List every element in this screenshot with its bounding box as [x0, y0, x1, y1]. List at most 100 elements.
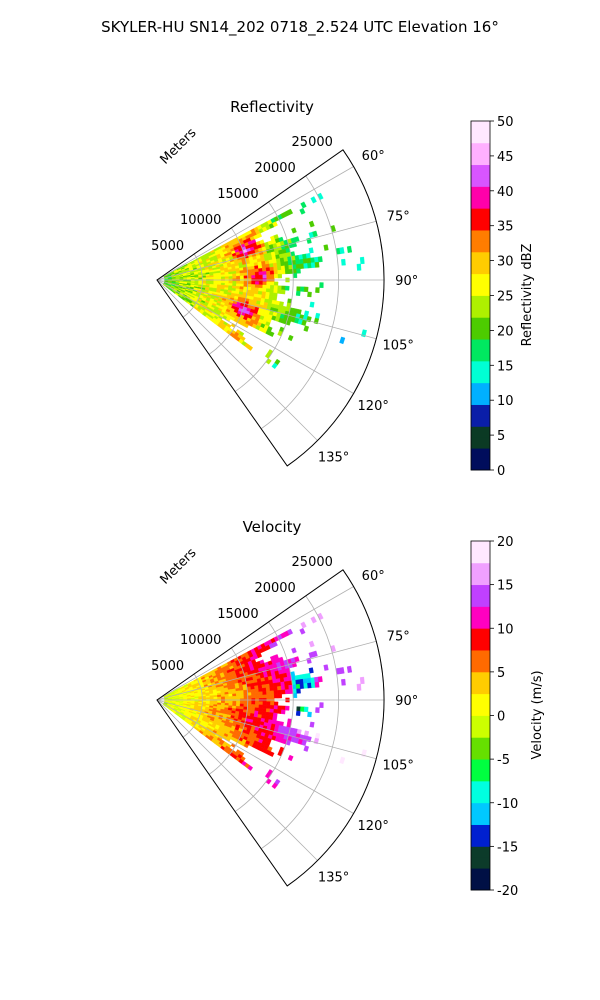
radial-gridline [208, 647, 249, 775]
colorbar-cell [471, 748, 490, 760]
reflectivity-field-cell [243, 323, 249, 329]
reflectivity-field-cell [266, 274, 271, 279]
sector-frame [156, 149, 385, 467]
reflectivity-field-cell [310, 262, 316, 269]
reflectivity-title: Reflectivity [230, 98, 314, 116]
velocity-field-cell [276, 682, 282, 687]
colorbar-cell [471, 164, 490, 176]
radial-tick-label: 5000 [151, 239, 184, 254]
radial-gridline [286, 569, 385, 887]
colorbar-cell [471, 780, 490, 793]
velocity-angular-ticks: 60° 75° 90° 105° 120° 135° [318, 569, 418, 886]
velocity-field-cell [228, 700, 233, 704]
colorbar-cell [471, 660, 490, 673]
velocity-colorbar-label: Velocity (m/s) [530, 670, 545, 759]
velocity-field-cell [250, 688, 256, 693]
reflectivity-field-cell [284, 269, 290, 275]
reflectivity-field-cell [288, 268, 294, 274]
radial-tick-label: 10000 [180, 213, 221, 228]
angular-tick-label: 105° [383, 339, 414, 354]
velocity-field-cell [295, 710, 301, 717]
velocity-field-cell [280, 685, 286, 691]
velocity-field-cell [287, 628, 294, 636]
reflectivity-field-cell [269, 285, 275, 290]
velocity-field-cell [339, 667, 345, 675]
reflectivity-field-cell [280, 261, 286, 267]
colorbar-cell [471, 737, 490, 749]
velocity-radial-axis-label: Meters [158, 545, 200, 587]
angular-gridline [156, 699, 354, 814]
velocity-field-cell [287, 754, 294, 762]
angular-gridline [156, 279, 377, 340]
velocity-field-cell [307, 682, 312, 689]
reflectivity-field-cell [317, 256, 323, 263]
reflectivity-field-cell [213, 276, 218, 280]
reflectivity-field-cell [312, 230, 318, 238]
reflectivity-field-cell [265, 267, 271, 272]
colorbar-cell [471, 584, 490, 596]
velocity-field-cell [314, 732, 321, 740]
velocity-title: Velocity [243, 518, 302, 536]
reflectivity-field-cell [269, 266, 275, 272]
velocity-field-cell [268, 751, 275, 757]
velocity-field-cell [339, 756, 346, 765]
reflectivity-field-cell [258, 274, 264, 279]
radial-gridline [260, 175, 339, 430]
velocity-field-cell [346, 665, 353, 673]
radial-gridline [234, 621, 294, 812]
reflectivity-field-cell [277, 265, 282, 271]
radial-tick-label: 20000 [254, 581, 295, 596]
velocity-field-cell [273, 690, 279, 695]
radial-tick-label: 20000 [254, 161, 295, 176]
velocity-field-cell [243, 743, 249, 749]
radial-tick-label: 15000 [217, 187, 258, 202]
colorbar-cell [471, 339, 490, 351]
reflectivity-field-cell [339, 336, 346, 345]
reflectivity-field-cell [239, 281, 245, 285]
reflectivity-field-cell [300, 286, 305, 292]
velocity-field-cell [239, 692, 245, 697]
velocity-field-cell [272, 641, 278, 648]
colorbar-tick-label: 45 [497, 150, 514, 165]
reflectivity-field-cell [220, 274, 226, 278]
radial-gridline [234, 201, 294, 392]
reflectivity-field-cell [228, 273, 233, 277]
reflectivity-field-cell [315, 287, 320, 294]
velocity-field-cell [315, 707, 320, 714]
reflectivity-field-cell [272, 221, 278, 228]
reflectivity-field-cell [243, 269, 248, 274]
reflectivity-field-cell [243, 275, 249, 279]
velocity-field-cell [239, 701, 245, 705]
velocity-field-cell [243, 695, 249, 699]
velocity-field-cell [273, 701, 279, 706]
velocity-field-cell [258, 694, 264, 699]
velocity-field-cell [277, 689, 282, 695]
velocity-colorbar-ticks: -20 -15 -10 -5 0 5 10 15 20 [490, 535, 518, 899]
velocity-field-cell [284, 689, 290, 695]
reflectivity-field-cell [356, 263, 362, 271]
reflectivity-field-cell [272, 262, 278, 268]
velocity-field-cell [258, 688, 263, 693]
colorbar-cell [471, 759, 490, 771]
reflectivity-field-cell [295, 290, 301, 297]
velocity-field-cell [247, 695, 252, 699]
velocity-field-cell [228, 696, 233, 699]
colorbar-tick-label: 40 [497, 185, 514, 200]
colorbar-cell [471, 350, 490, 362]
colorbar-cell [471, 650, 490, 662]
colorbar-cell [471, 802, 490, 815]
velocity-field-cell [284, 681, 289, 687]
reflectivity-field-cell [254, 271, 260, 276]
colorbar-cell [471, 628, 490, 640]
angular-gridline [156, 699, 377, 760]
radial-gridline [286, 149, 385, 467]
reflectivity-field-cell [250, 268, 256, 273]
reflectivity-field-cell [220, 276, 226, 280]
reflectivity-field-cell [258, 268, 263, 273]
velocity-field-cell [266, 704, 271, 710]
colorbar-tick-label: 35 [497, 220, 514, 235]
colorbar-cell [471, 879, 490, 891]
velocity-field-cell [299, 678, 304, 685]
angular-tick-label: 60° [362, 149, 385, 164]
reflectivity-colorbar-ticks: 0 5 10 15 20 25 30 35 40 45 50 [490, 115, 514, 479]
